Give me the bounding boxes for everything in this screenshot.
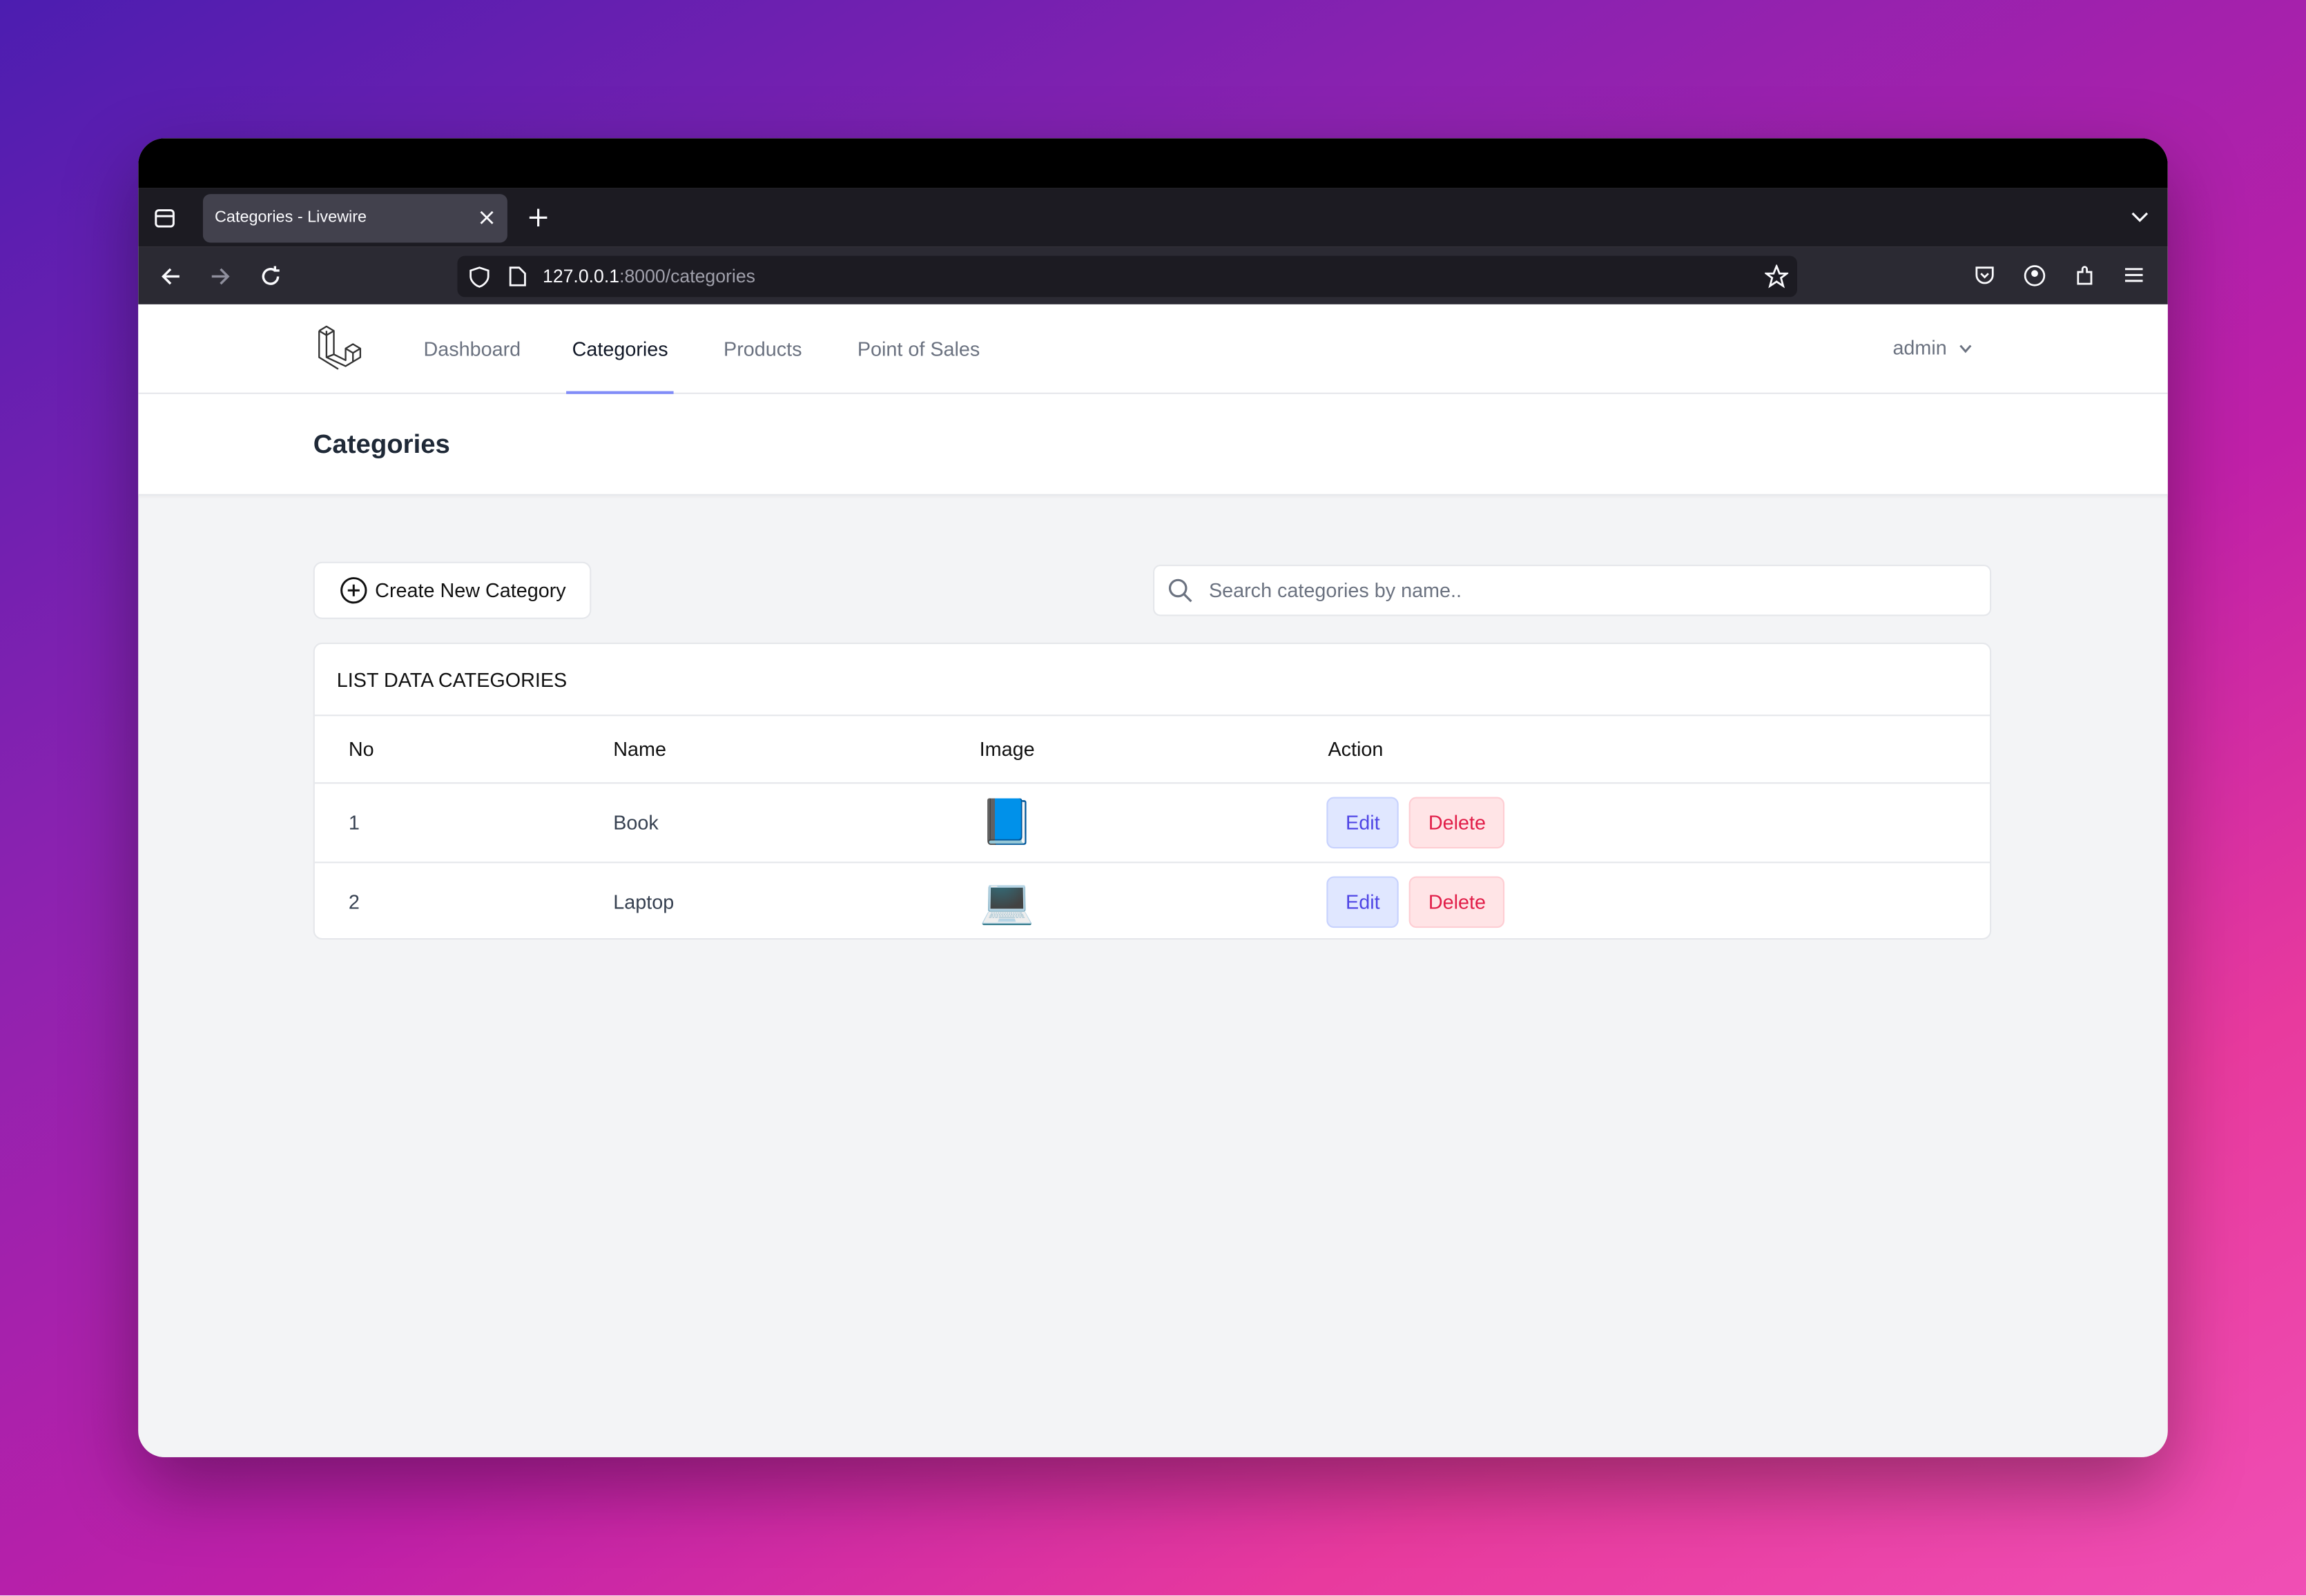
page-title: Categories [313,429,450,459]
row-name: Laptop [613,890,675,913]
delete-button[interactable]: Delete [1409,797,1505,849]
search-placeholder: Search categories by name.. [1208,579,1462,602]
shield-icon [469,266,490,288]
row-image: 📘 [979,798,1035,847]
search-input[interactable]: Search categories by name.. [1152,564,1992,616]
user-name: admin [1892,336,1947,359]
browser-window: Categories - Livewire 127.0.0.1:8000/cat… [138,138,2168,1457]
menu-icon[interactable] [2124,266,2144,284]
nav-link[interactable]: Products [724,338,802,360]
create-button[interactable]: Create New Category [313,561,592,619]
nav-link[interactable]: Point of Sales [857,338,980,360]
app-nav: Dashboard Categories Products Point of Sale… [138,304,2168,394]
tab[interactable]: Categories - Livewire [202,194,507,243]
account-icon[interactable] [2024,264,2046,286]
row-actions: Edit Delete [1326,784,1515,862]
row-image: 💻 [979,877,1035,926]
user-menu[interactable]: admin [1892,304,1971,393]
bookmark-icon[interactable] [1765,264,1789,289]
nav-link[interactable]: Categories [566,304,675,394]
extensions-icon[interactable] [2073,264,2095,286]
url-path: :8000/categories [619,266,755,287]
url-bar[interactable]: 127.0.0.1:8000/categories [457,255,1797,298]
tab-title: Categories - Livewire [214,208,367,227]
back-icon[interactable] [159,264,182,288]
url-host: 127.0.0.1 [543,266,620,287]
page-header: Categories [138,393,2168,496]
web-page: Dashboard Categories Products Point of Sale… [138,304,2168,1457]
row-number: 1 [348,811,360,834]
row-actions: Edit Delete [1326,862,1515,940]
tab-list-icon[interactable] [153,206,177,229]
tab-bar: Categories - Livewire [138,188,2168,247]
toolbar: 127.0.0.1:8000/categories [138,246,2168,304]
column-header: Action [1328,738,1384,761]
pocket-icon[interactable] [1974,264,1996,286]
title-bar [138,138,2168,188]
reload-icon[interactable] [259,264,282,288]
close-tab-icon[interactable] [479,211,494,225]
create-button-label: Create New Category [375,579,566,602]
table-card: LIST DATA CATEGORIES No Name Image Action 1 B… [313,642,1992,940]
tab-overflow-icon[interactable] [2129,208,2150,226]
column-header: No [348,738,374,761]
page-icon [509,266,526,286]
nav-link[interactable]: Dashboard [423,338,521,360]
table-title: LIST DATA CATEGORIES [336,669,568,692]
forward-icon [211,268,230,285]
edit-button[interactable]: Edit [1326,875,1399,928]
table-row: 2 Laptop 💻 Edit Delete [314,861,1990,940]
logo[interactable] [316,325,363,372]
table-header-row: No Name Image Action [314,714,1990,782]
column-header: Name [613,738,666,761]
search-icon [1168,578,1192,603]
row-number: 2 [348,890,360,913]
chevron-icon [1959,344,1971,353]
plus-circle-icon [340,577,367,604]
row-name: Book [613,811,659,834]
new-tab-icon[interactable] [528,207,549,228]
edit-button[interactable]: Edit [1326,797,1399,849]
table-row: 1 Book 📘 Edit Delete [314,782,1990,862]
column-header: Image [979,738,1035,761]
delete-button[interactable]: Delete [1409,875,1505,928]
